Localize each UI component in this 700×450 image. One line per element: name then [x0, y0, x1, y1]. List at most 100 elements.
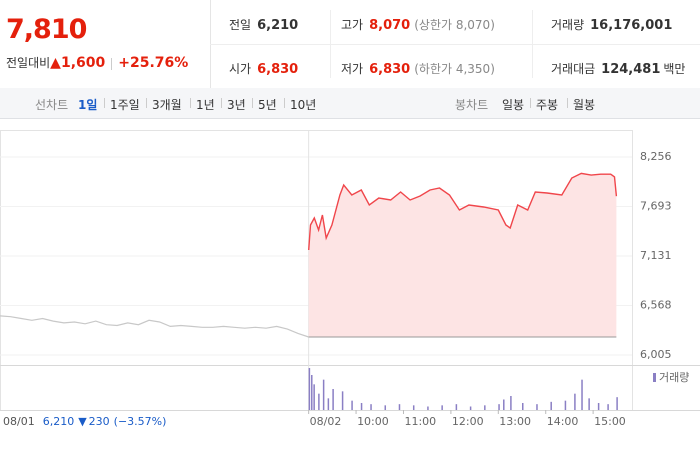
stat-label: 시가	[229, 62, 252, 76]
change-row: 전일대비▲1,600 +25.76%	[6, 54, 188, 71]
volume-bar	[332, 389, 334, 410]
down-arrow: ▼	[78, 415, 87, 428]
volume-bar	[318, 393, 320, 410]
stats: 전일 6,210 고가 8,070 (상한가 8,070) 거래량 16,176,001 시가…	[210, 0, 700, 88]
stat-value: 6,830	[257, 62, 299, 77]
stat-value: 8,070	[369, 18, 411, 33]
y-tick-label: 6,568	[640, 298, 672, 311]
tab-sep	[567, 98, 568, 108]
tab-sep	[190, 98, 191, 108]
prev-change: 230	[89, 415, 110, 428]
stat: 거래대금 124,481 백만	[551, 60, 685, 77]
tab-sep	[252, 98, 253, 108]
stat-label: 전일	[229, 18, 252, 32]
y-tick-label: 7,131	[640, 249, 672, 262]
range-tab[interactable]: 1일	[78, 98, 98, 112]
prev-day-caption: 08/01 6,210 ▼ 230 (−3.57%)	[3, 415, 166, 428]
price: 7,810	[6, 14, 87, 45]
stat-label: 고가	[341, 18, 364, 32]
stat-note: (하한가 4,350)	[414, 62, 495, 76]
volume-bar	[522, 403, 524, 410]
change-label: 전일대비	[6, 56, 51, 70]
tab-sep	[284, 98, 285, 108]
volume-legend: 거래량	[659, 371, 689, 384]
volume-bar	[498, 404, 500, 410]
tab-group-label: 봉차트	[455, 98, 489, 112]
volume-bar	[607, 404, 609, 410]
volume-bar	[370, 404, 372, 410]
tab-sep	[146, 98, 147, 108]
volume-bar	[503, 399, 505, 410]
summary: 7,810 전일대비▲1,600 +25.76% 전일 6,210 고가 8,070 (상…	[0, 0, 700, 89]
area	[308, 173, 617, 337]
volume-bar	[455, 404, 458, 410]
volume-bar	[588, 398, 590, 410]
volume-bar	[327, 398, 330, 410]
prev-rate: (−3.57%)	[114, 415, 167, 428]
volume-bar	[313, 384, 315, 410]
range-tab[interactable]: 5년	[258, 98, 277, 112]
volume-bar	[427, 406, 429, 410]
stat: 시가 6,830	[229, 60, 298, 77]
prev-day-line	[0, 315, 309, 338]
y-tick-label: 6,005	[640, 348, 672, 361]
y-tick-label: 7,693	[640, 200, 672, 213]
candle-tab[interactable]: 일봉	[502, 98, 525, 112]
stat-value: 6,830	[369, 62, 411, 77]
volume-bar	[484, 405, 486, 410]
tab-group-label: 선차트	[35, 98, 69, 112]
volume-bar	[322, 379, 325, 410]
volume-bar	[536, 404, 538, 410]
candle-tab[interactable]: 주봉	[536, 98, 559, 112]
candle-tab[interactable]: 월봉	[573, 98, 596, 112]
stat: 거래량 16,176,001	[551, 16, 672, 33]
prev-date: 08/01	[3, 415, 35, 428]
stat-label: 거래대금	[551, 62, 596, 76]
volume-bar	[308, 368, 311, 410]
tab-sep	[530, 98, 531, 108]
range-tab[interactable]: 3년	[227, 98, 246, 112]
stat-unit: 백만	[663, 62, 686, 76]
change-rate: +25.76%	[118, 55, 189, 71]
volume-bar	[412, 405, 415, 410]
tab-sep	[221, 98, 222, 108]
volume-bar	[441, 405, 443, 410]
x-tick-label: 14:00	[547, 415, 579, 428]
x-tick-label: 08/02	[310, 415, 342, 428]
range-tab[interactable]: 1주일	[110, 98, 140, 112]
prev-close: 6,210	[43, 415, 75, 428]
volume-bar	[616, 397, 618, 410]
volume-bar	[574, 393, 576, 410]
price-line	[308, 172, 618, 251]
volume-legend-swatch	[653, 373, 656, 382]
stat: 고가 8,070 (상한가 8,070)	[341, 16, 495, 33]
x-tick-label: 11:00	[404, 415, 436, 428]
stat-value: 16,176,001	[590, 18, 673, 33]
stat-label: 저가	[341, 62, 364, 76]
volume-bar	[550, 401, 552, 410]
volume-bar	[341, 391, 344, 410]
x-tick-label: 15:00	[594, 415, 626, 428]
volume-bar	[597, 403, 600, 410]
volume-bar	[564, 400, 567, 410]
range-tab[interactable]: 10년	[290, 98, 317, 112]
up-arrow: ▲	[50, 55, 61, 71]
volume-bar	[581, 379, 583, 410]
stat: 저가 6,830 (하한가 4,350)	[341, 60, 495, 77]
stat-value: 124,481	[601, 62, 661, 77]
x-tick-label: 12:00	[452, 415, 484, 428]
range-tab[interactable]: 1년	[196, 98, 215, 112]
volume-bar	[360, 403, 363, 410]
x-tick-label: 13:00	[499, 415, 531, 428]
tab-bar: 선차트 봉차트 1일 1주일 3개월 1년 3년 5년 10년 일봉 주봉 월봉	[0, 88, 700, 119]
change: 1,600	[60, 55, 106, 71]
range-tab[interactable]: 3개월	[152, 98, 182, 112]
y-tick-label: 8,256	[640, 150, 672, 163]
volume-bar	[469, 406, 472, 410]
volume-bar	[510, 396, 512, 410]
stat: 전일 6,210	[229, 16, 298, 33]
volume-bar	[311, 375, 313, 410]
volume-bar	[351, 400, 353, 410]
